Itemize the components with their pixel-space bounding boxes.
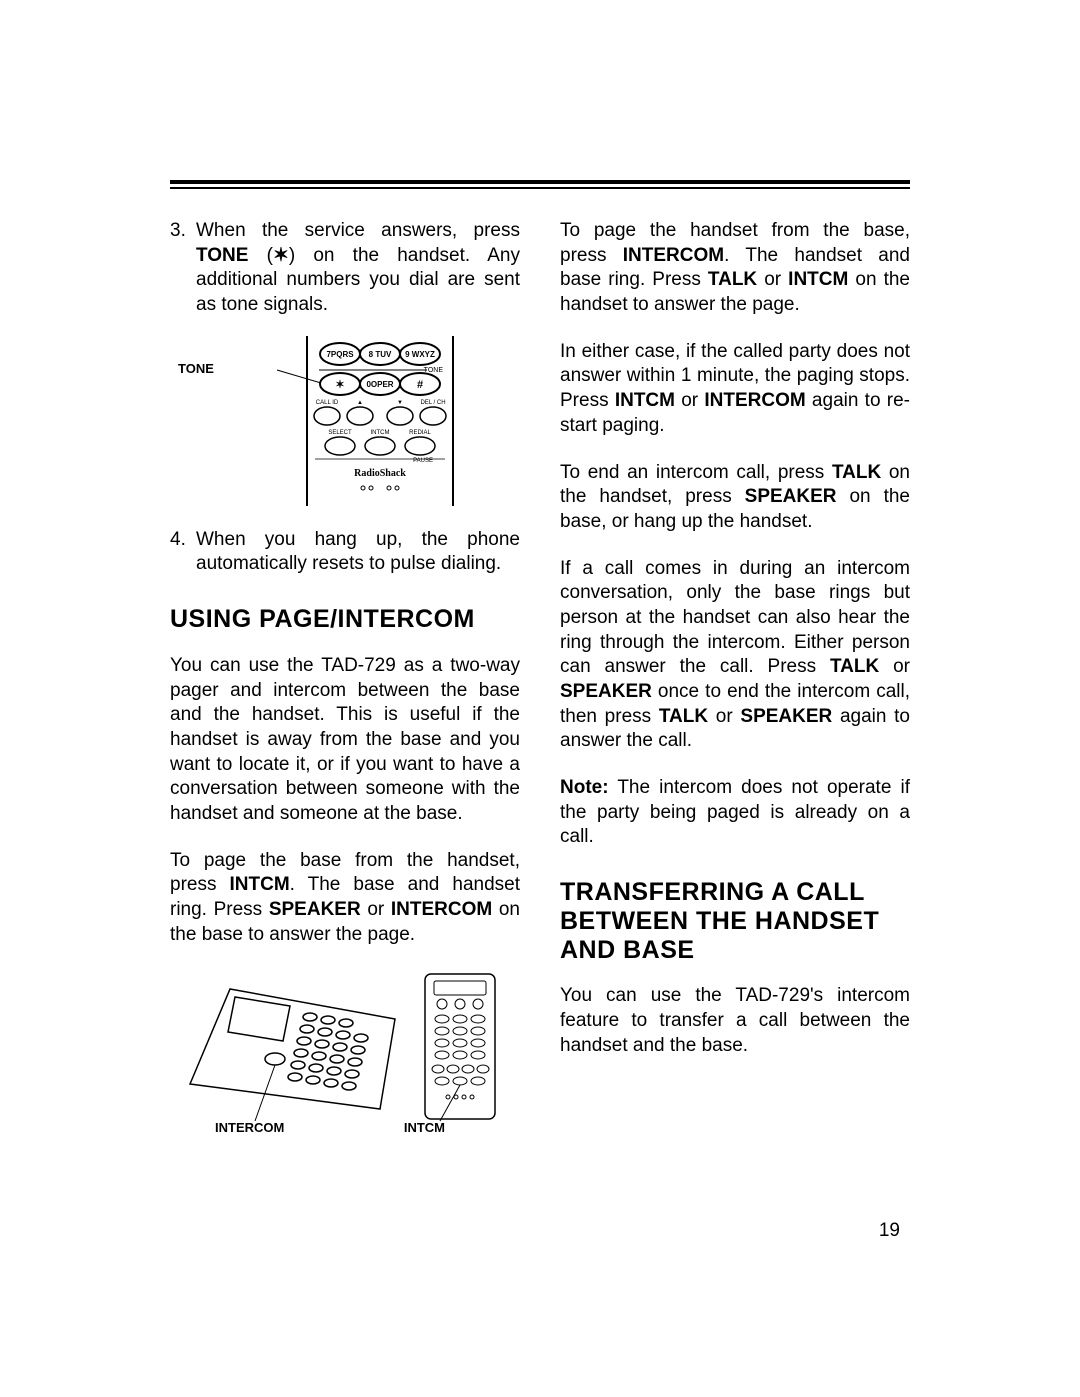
speaker-bold: SPEAKER <box>745 486 837 507</box>
incoming-call-para: If a call comes in during an intercom co… <box>560 557 910 755</box>
talk-bold: TALK <box>708 269 757 290</box>
page-handset-para: To page the handset from the base, press… <box>560 219 910 318</box>
page-base-para: To page the base from the handset, press… <box>170 849 520 948</box>
tone-bold: TONE <box>196 245 248 266</box>
speaker-bold: SPEAKER <box>740 706 832 727</box>
top-rule-thick <box>170 180 910 184</box>
transfer-intro-para: You can use the TAD-729's intercom featu… <box>560 984 910 1058</box>
intcm-bold: INTCM <box>788 269 848 290</box>
text: ( <box>248 245 273 266</box>
two-column-layout: 3. When the service answers, press TONE … <box>170 219 910 1147</box>
intercom-bold: INTERCOM <box>704 390 805 411</box>
svg-text:SELECT: SELECT <box>328 430 352 436</box>
keypad-svg: 7PQRS 8 TUV 9 WXYZ TONE ✶ 0OPER # <box>215 336 475 506</box>
svg-text:9 WXYZ: 9 WXYZ <box>405 350 435 359</box>
talk-bold: TALK <box>832 462 881 483</box>
text: or <box>675 390 704 411</box>
step-3: 3. When the service answers, press TONE … <box>170 219 520 318</box>
intercom-bold: INTERCOM <box>391 899 492 920</box>
intcm-bold: INTCM <box>615 390 675 411</box>
step-4-number: 4. <box>170 528 196 577</box>
speaker-bold: SPEAKER <box>560 681 652 702</box>
svg-text:DEL / CH: DEL / CH <box>420 400 445 406</box>
heading-transferring-call: TRANSFERRING A CALL BETWEEN THE HANDSET … <box>560 878 910 964</box>
figure2-label-intcm: INTCM <box>404 1120 445 1137</box>
intercom-intro-para: You can use the TAD-729 as a two-way pag… <box>170 654 520 827</box>
text: The intercom does not operate if the par… <box>560 777 910 847</box>
text: or <box>879 656 910 677</box>
text: When the service answers, press <box>196 220 520 241</box>
svg-text:INTCM: INTCM <box>371 430 390 436</box>
svg-text:CALL ID: CALL ID <box>316 400 339 406</box>
figure2-label-intercom: INTERCOM <box>215 1120 284 1137</box>
left-column: 3. When the service answers, press TONE … <box>170 219 520 1147</box>
top-rule-thin <box>170 187 910 189</box>
note-bold: Note: <box>560 777 609 798</box>
figure-tone-keypad: 7PQRS 8 TUV 9 WXYZ TONE ✶ 0OPER # <box>170 336 520 506</box>
talk-bold: TALK <box>659 706 708 727</box>
heading-using-page-intercom: USING PAGE/INTERCOM <box>170 605 520 634</box>
svg-text:RadioShack: RadioShack <box>354 468 406 479</box>
star-icon: ✶ <box>273 245 289 266</box>
text: To end an intercom call, press <box>560 462 832 483</box>
svg-text:REDIAL: REDIAL <box>409 430 431 436</box>
figure-base-handset <box>170 969 520 1124</box>
manual-page: 3. When the service answers, press TONE … <box>0 0 1080 1397</box>
svg-text:0OPER: 0OPER <box>366 380 393 389</box>
speaker-bold: SPEAKER <box>269 899 361 920</box>
page-number: 19 <box>879 1220 900 1242</box>
base-handset-svg <box>180 969 510 1124</box>
intcm-bold: INTCM <box>230 874 290 895</box>
step-4-text: When you hang up, the phone automaticall… <box>196 528 520 577</box>
step-3-text: When the service answers, press TONE (✶)… <box>196 219 520 318</box>
step-4: 4. When you hang up, the phone automatic… <box>170 528 520 577</box>
talk-bold: TALK <box>830 656 879 677</box>
text: or <box>361 899 391 920</box>
svg-text:✶: ✶ <box>335 379 344 391</box>
end-intercom-para: To end an intercom call, press TALK on t… <box>560 461 910 535</box>
text: or <box>708 706 740 727</box>
svg-text:▼: ▼ <box>397 400 403 406</box>
step-3-number: 3. <box>170 219 196 318</box>
figure1-tone-label: TONE <box>178 361 214 378</box>
svg-text:8 TUV: 8 TUV <box>369 350 392 359</box>
text: or <box>757 269 788 290</box>
svg-text:▲: ▲ <box>357 400 363 406</box>
svg-text:#: # <box>417 379 423 391</box>
svg-text:7PQRS: 7PQRS <box>326 350 354 359</box>
paging-timeout-para: In either case, if the called party does… <box>560 340 910 439</box>
note-para: Note: The intercom does not operate if t… <box>560 776 910 850</box>
intercom-bold: INTERCOM <box>623 245 724 266</box>
right-column: To page the handset from the base, press… <box>560 219 910 1147</box>
